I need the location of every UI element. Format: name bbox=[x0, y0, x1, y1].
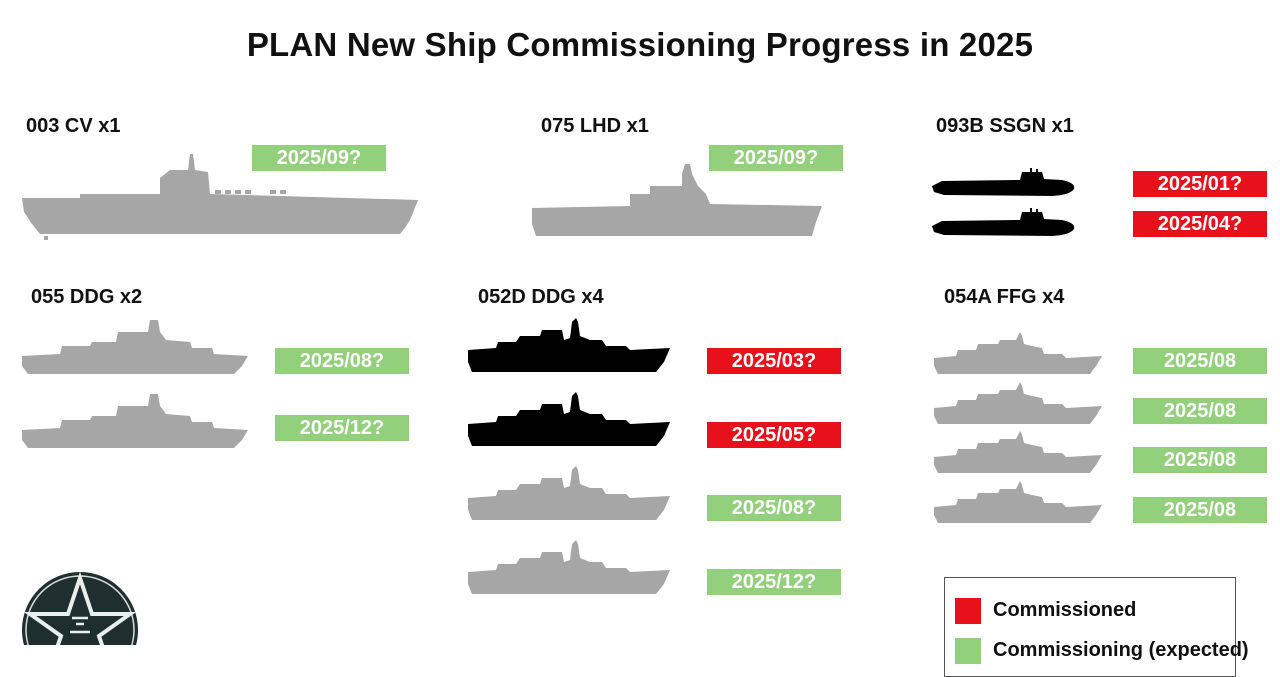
date-badge-052d-1: 2025/03? bbox=[707, 348, 841, 374]
carrier-silhouette bbox=[20, 150, 420, 240]
destroyer-silhouette bbox=[466, 392, 672, 450]
date-badge-052d-3: 2025/08? bbox=[707, 495, 841, 521]
date-badge-054a-2: 2025/08 bbox=[1133, 398, 1267, 424]
submarine-silhouette bbox=[930, 167, 1078, 199]
frigate-silhouette bbox=[932, 431, 1104, 477]
group-label-093b-ssgn: 093B SSGN x1 bbox=[936, 115, 1074, 137]
group-label-075-lhd: 075 LHD x1 bbox=[541, 115, 649, 137]
date-badge-054a-3: 2025/08 bbox=[1133, 447, 1267, 473]
destroyer-silhouette bbox=[466, 318, 672, 376]
legend-label-commissioned: Commissioned bbox=[993, 599, 1137, 621]
submarine-silhouette bbox=[930, 207, 1078, 239]
date-badge-cv-1: 2025/09? bbox=[252, 145, 386, 171]
date-badge-055-1: 2025/08? bbox=[275, 348, 409, 374]
group-label-052d-ddg: 052D DDG x4 bbox=[478, 286, 604, 308]
destroyer-silhouette bbox=[466, 466, 672, 524]
legend-swatch-commissioned bbox=[955, 598, 981, 624]
frigate-silhouette bbox=[932, 481, 1104, 527]
date-badge-ssgn-1: 2025/01? bbox=[1133, 171, 1267, 197]
date-badge-054a-4: 2025/08 bbox=[1133, 497, 1267, 523]
lhd-silhouette bbox=[530, 162, 825, 240]
legend: Commissioned Commissioning (expected) bbox=[944, 577, 1249, 677]
date-badge-052d-4: 2025/12? bbox=[707, 569, 841, 595]
group-label-054a-ffg: 054A FFG x4 bbox=[944, 286, 1065, 308]
group-label-055-ddg: 055 DDG x2 bbox=[31, 286, 143, 308]
destroyer-silhouette bbox=[466, 540, 672, 598]
star-emblem-icon bbox=[20, 570, 140, 677]
date-badge-054a-1: 2025/08 bbox=[1133, 348, 1267, 374]
date-badge-055-2: 2025/12? bbox=[275, 415, 409, 441]
frigate-silhouette bbox=[932, 382, 1104, 428]
frigate-silhouette bbox=[932, 332, 1104, 378]
date-badge-lhd-1: 2025/09? bbox=[709, 145, 843, 171]
destroyer-silhouette bbox=[20, 392, 250, 452]
date-badge-052d-2: 2025/05? bbox=[707, 422, 841, 448]
destroyer-silhouette bbox=[20, 318, 250, 378]
date-badge-ssgn-2: 2025/04? bbox=[1133, 211, 1267, 237]
group-label-003-cv: 003 CV x1 bbox=[26, 115, 121, 137]
legend-swatch-expected bbox=[955, 638, 981, 664]
legend-label-expected: Commissioning (expected) bbox=[993, 639, 1249, 661]
page-title: PLAN New Ship Commissioning Progress in … bbox=[246, 26, 1034, 63]
